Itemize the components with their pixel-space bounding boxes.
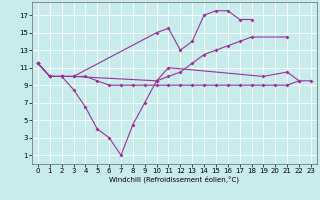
X-axis label: Windchill (Refroidissement éolien,°C): Windchill (Refroidissement éolien,°C) [109,176,239,183]
